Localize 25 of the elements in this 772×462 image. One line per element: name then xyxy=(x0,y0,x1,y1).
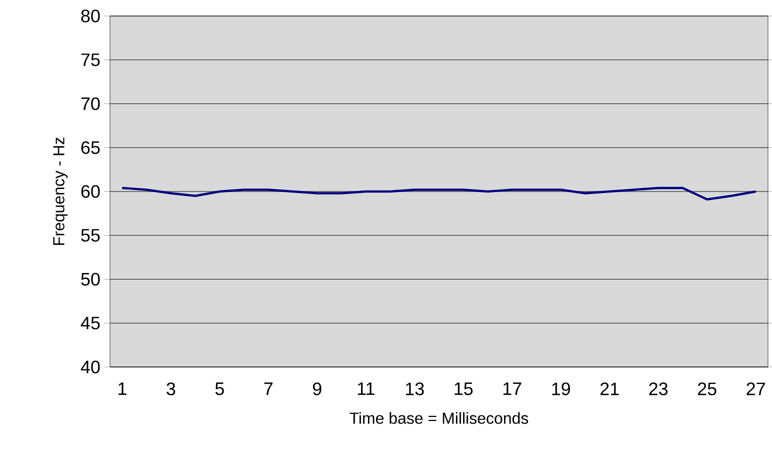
x-tick-label: 1 xyxy=(118,382,126,395)
y-tick-label: 50 xyxy=(81,272,100,286)
y-tick-label: 75 xyxy=(81,54,100,66)
x-tick-label: 13 xyxy=(406,382,424,396)
x-tick-label: 17 xyxy=(503,382,522,395)
x-tick-label: 3 xyxy=(166,382,176,396)
y-tick-label: 80 xyxy=(81,10,100,22)
x-tick-label: 19 xyxy=(552,382,570,396)
x-axis-title: Time base = Milliseconds xyxy=(350,412,528,424)
y-tick-label: 55 xyxy=(81,229,100,242)
x-tick-label: 15 xyxy=(454,382,473,396)
x-tick-label: 21 xyxy=(600,382,619,396)
x-tick-label: 23 xyxy=(649,382,668,396)
x-tick-label: 11 xyxy=(358,382,374,395)
y-tick-label: 70 xyxy=(81,97,100,110)
x-tick-label: 9 xyxy=(312,382,322,396)
y-tick-label: 45 xyxy=(80,316,100,330)
x-tick-label: 27 xyxy=(746,382,765,396)
y-axis-title: Frequency - Hz xyxy=(53,138,68,245)
y-tick-label: 40 xyxy=(80,360,100,374)
x-tick-label: 25 xyxy=(698,382,716,396)
x-tick-label: 7 xyxy=(264,382,273,395)
y-tick-label: 60 xyxy=(81,185,100,198)
x-tick-label: 5 xyxy=(215,382,224,396)
y-tick-label: 65 xyxy=(81,141,100,154)
